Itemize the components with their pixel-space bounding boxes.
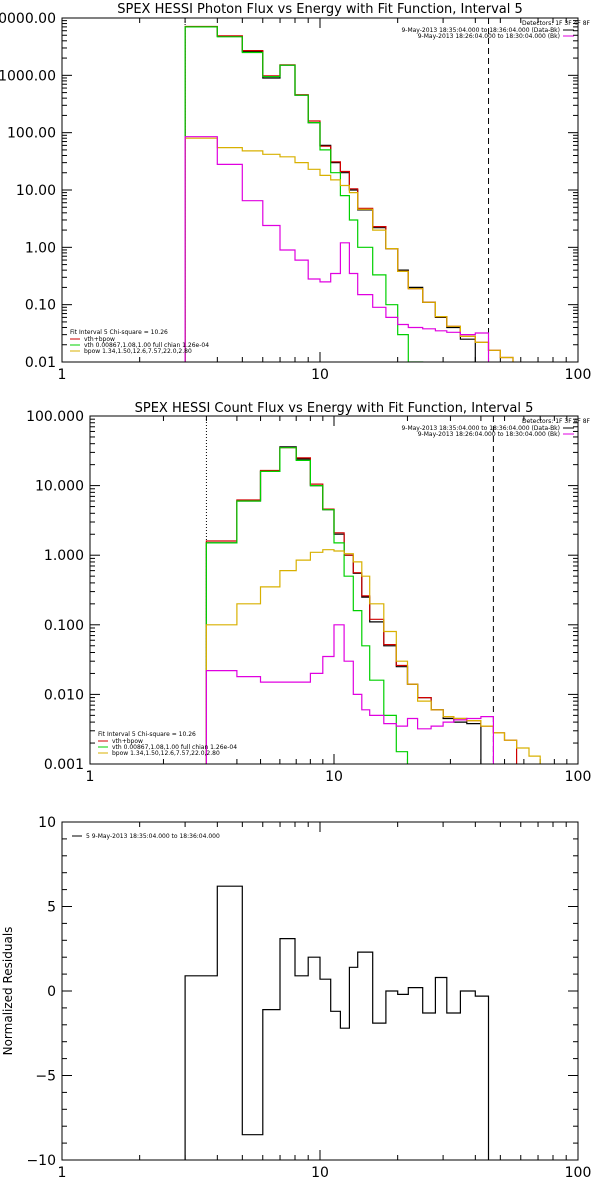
y-tick-label: 0.001 bbox=[44, 757, 84, 773]
series-bk-line bbox=[205, 624, 494, 764]
series-bk-line bbox=[184, 136, 490, 362]
y-tick-label: 0 bbox=[47, 984, 56, 1000]
y-tick-label: 0.100 bbox=[44, 618, 84, 634]
x-tick-label: 10 bbox=[311, 1165, 329, 1181]
panel-3: 1 10 100 10 5 0 −5 −10 Normalized Residuals 5 9-M… bbox=[1, 815, 591, 1181]
panel-2: SPEX HESSI Count Flux vs Energy with Fit… bbox=[26, 401, 591, 785]
x-tick-label: 10 bbox=[311, 367, 329, 383]
y-tick-label: 0.10 bbox=[25, 298, 56, 314]
y-tick-label: −10 bbox=[26, 1153, 56, 1169]
x-tick-label: 1 bbox=[86, 769, 95, 785]
y-tick-label: 1000.00 bbox=[0, 68, 56, 84]
legend-header: Detectors: 1F 3F 4F 8F bbox=[522, 418, 591, 425]
y-tick-label: 0.010 bbox=[44, 687, 84, 703]
series-vth-line bbox=[205, 447, 409, 764]
y-tick-label: 100.00 bbox=[7, 126, 56, 142]
y-tick-label: −5 bbox=[35, 1069, 56, 1085]
series-bpow-line bbox=[184, 137, 514, 362]
series-group bbox=[184, 25, 514, 362]
legend-item-label: bpow 1.34,1.50,12.6,7.57,22.0,2.80 bbox=[112, 750, 220, 757]
y-tick-label: 1.000 bbox=[44, 548, 84, 564]
legend-item-label: 9-May-2013 18:35:04.000 to 18:36:04.000 … bbox=[401, 27, 560, 34]
y-tick-label: 1.00 bbox=[25, 240, 56, 256]
series-data-bk-line bbox=[205, 446, 482, 764]
legend-item-label: 9-May-2013 18:26:04.000 to 18:30:04.000 … bbox=[418, 431, 560, 438]
series-bpow-line bbox=[205, 549, 541, 764]
panel-1: SPEX HESSI Photon Flux vs Energy with Fi… bbox=[0, 2, 591, 383]
y-tick-label: 0.01 bbox=[25, 355, 56, 371]
series-5-9-may-2013-18-35-04-000-to-18-36-04-000-line bbox=[184, 885, 490, 1160]
y-tick-label: 10.000 bbox=[35, 479, 84, 495]
x-tick-label: 100 bbox=[565, 1165, 592, 1181]
x-tick-label: 1 bbox=[58, 367, 67, 383]
series-vth-line bbox=[184, 26, 424, 362]
legend-top: 5 9-May-2013 18:35:04.000 to 18:36:04.00… bbox=[72, 833, 220, 840]
legend-top: Detectors: 1F 3F 4F 8F9-May-2013 18:35:0… bbox=[401, 20, 590, 40]
legend-header: Fit Interval 5 Chi-square = 10.26 bbox=[98, 731, 196, 738]
legend-item-label: 9-May-2013 18:35:04.000 to 18:36:04.000 … bbox=[401, 425, 560, 432]
legend-header: Detectors: 1F 3F 4F 8F bbox=[522, 20, 591, 27]
x-tick-label: 100 bbox=[565, 769, 592, 785]
legend-top: Detectors: 1F 3F 4F 8F9-May-2013 18:35:0… bbox=[401, 418, 590, 438]
y-tick-label: 5 bbox=[47, 900, 56, 916]
y-tick-label: 100.000 bbox=[26, 409, 84, 425]
plot-frame bbox=[89, 415, 579, 765]
plot-frame bbox=[61, 821, 579, 1161]
y-tick-label: 10 bbox=[38, 815, 56, 831]
legend-item-label: vth+bpow bbox=[112, 738, 143, 745]
legend-item-label: 5 9-May-2013 18:35:04.000 to 18:36:04.00… bbox=[86, 833, 220, 840]
x-tick-label: 100 bbox=[565, 367, 592, 383]
plot-frame bbox=[61, 17, 579, 363]
legend-fit: Fit Interval 5 Chi-square = 10.26vth+bpo… bbox=[70, 329, 209, 355]
series-data-bk-line bbox=[184, 26, 476, 362]
legend-item-label: bpow 1.34,1.50,12.6,7.57,22.0,2.80 bbox=[84, 348, 192, 355]
x-tick-label: 10 bbox=[325, 769, 343, 785]
series-group bbox=[205, 446, 541, 764]
legend-item-label: 9-May-2013 18:26:04.000 to 18:30:04.000 … bbox=[418, 33, 560, 40]
chart-title: SPEX HESSI Count Flux vs Energy with Fit… bbox=[135, 401, 534, 416]
legend-item-label: vth 0.00867,1.08,1.00 full chian 1.26e-0… bbox=[112, 744, 237, 751]
legend-item-label: vth+bpow bbox=[84, 336, 115, 343]
y-axis-label: Normalized Residuals bbox=[1, 927, 15, 1056]
legend-header: Fit Interval 5 Chi-square = 10.26 bbox=[70, 329, 168, 336]
y-tick-label: 10.00 bbox=[16, 183, 56, 199]
legend-fit: Fit Interval 5 Chi-square = 10.26vth+bpo… bbox=[98, 731, 237, 757]
series-group bbox=[184, 885, 490, 1160]
legend-item-label: vth 0.00867,1.08,1.00 full chian 1.26e-0… bbox=[84, 342, 209, 349]
x-tick-label: 1 bbox=[58, 1165, 67, 1181]
chart-title: SPEX HESSI Photon Flux vs Energy with Fi… bbox=[117, 2, 523, 17]
